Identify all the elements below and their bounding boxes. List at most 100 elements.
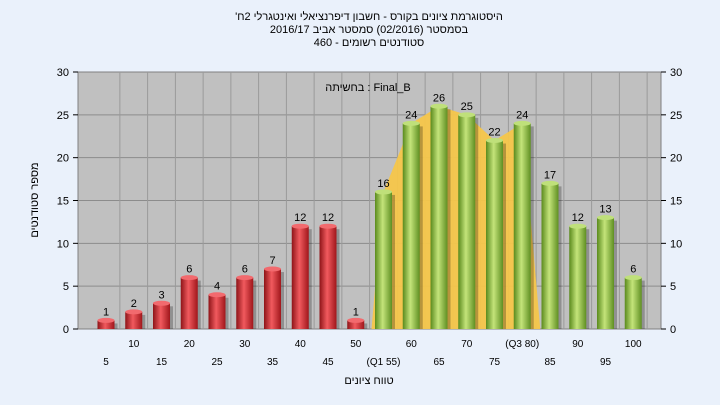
value-label-11: 24	[405, 109, 417, 121]
bar-14	[486, 138, 506, 329]
y-tick-left-10: 10	[57, 238, 69, 250]
bar-9	[347, 317, 368, 329]
x-tick-label-17: 90	[572, 339, 584, 350]
value-label-10: 16	[377, 178, 389, 190]
value-label-2: 3	[158, 289, 164, 301]
y-tick-left-30: 30	[57, 67, 69, 79]
bar-7	[291, 223, 312, 329]
bar-body	[430, 106, 448, 330]
bar-body	[291, 226, 309, 329]
x-tick-label-1: 10	[128, 339, 140, 350]
y-tick-right-10: 10	[670, 238, 682, 250]
bar-body	[624, 277, 642, 329]
bar-6	[264, 266, 284, 329]
bar-body	[208, 294, 226, 329]
y-axis-left: 0 5 10 15 20 25 30	[57, 67, 78, 336]
bar-top	[375, 189, 392, 195]
value-label-0: 1	[103, 306, 109, 318]
bar-top	[430, 103, 448, 109]
x-tick-label-7: 40	[295, 339, 307, 350]
bar-2	[153, 300, 173, 329]
title-line-1: 'היסטוגרמת ציונים בקורס - חשבון דיפרנציא…	[235, 10, 503, 23]
bar-top	[208, 292, 226, 298]
y-tick-right-20: 20	[670, 153, 682, 165]
x-tick-label-14: 75	[489, 357, 501, 368]
x-tick-label-11: 60	[406, 339, 418, 350]
x-tick-label-18: 95	[600, 357, 612, 368]
bar-3	[180, 275, 201, 329]
bar-body	[513, 123, 531, 330]
bar-body	[236, 277, 254, 329]
bar-19	[624, 275, 645, 329]
value-label-13: 25	[461, 101, 473, 113]
bar-top	[597, 215, 614, 221]
bar-12	[430, 103, 451, 330]
value-label-17: 12	[572, 212, 584, 224]
bar-17	[569, 223, 590, 329]
bar-5	[236, 275, 257, 329]
bar-10	[375, 189, 395, 329]
bar-body	[458, 114, 476, 329]
value-label-9: 1	[353, 306, 359, 318]
y-axis-title: מספר סטודנטים	[29, 162, 41, 237]
bar-top	[291, 223, 309, 229]
y-tick-right-15: 15	[670, 196, 682, 208]
y-tick-left-25: 25	[57, 110, 69, 122]
bar-top	[513, 120, 531, 126]
bar-15	[513, 120, 534, 330]
bar-top	[402, 120, 420, 126]
bar-top	[486, 138, 503, 144]
x-tick-label-5: 30	[239, 339, 251, 350]
y-tick-left-15: 15	[57, 196, 69, 208]
chart-title: 'היסטוגרמת ציונים בקורס - חשבון דיפרנציא…	[235, 10, 503, 49]
bar-top	[319, 223, 337, 229]
bar-16	[541, 180, 562, 329]
bar-body	[402, 123, 420, 330]
bar-body	[486, 140, 503, 329]
bar-top	[264, 266, 281, 272]
x-tick-label-15: (Q3 80)	[505, 339, 539, 350]
y-tick-right-5: 5	[670, 281, 676, 293]
x-axis-title: טווח ציונים	[344, 375, 393, 387]
bar-top	[180, 275, 198, 281]
value-label-4: 4	[214, 281, 220, 293]
bar-top	[541, 180, 559, 186]
bar-1	[125, 309, 146, 329]
x-tick-label-2: 15	[156, 357, 168, 368]
value-label-18: 13	[599, 204, 611, 216]
chart-annotation: בחשיתה : Final_B	[325, 82, 411, 94]
title-line-2: בסמסטר (02/2016) סמסטר אביב 2016/17	[270, 24, 469, 36]
bar-top	[153, 300, 170, 306]
y-tick-right-25: 25	[670, 110, 682, 122]
bar-body	[97, 320, 115, 329]
bar-top	[97, 317, 115, 323]
bar-top	[624, 275, 642, 281]
x-tick-label-3: 20	[184, 339, 196, 350]
bar-18	[597, 215, 617, 329]
y-tick-right-0: 0	[670, 324, 676, 336]
bar-8	[319, 223, 340, 329]
bar-top	[347, 317, 365, 323]
value-label-7: 12	[294, 212, 306, 224]
value-label-14: 22	[488, 127, 500, 139]
bar-body	[375, 191, 392, 329]
bar-top	[458, 112, 476, 118]
bar-body	[597, 217, 614, 329]
value-label-12: 26	[433, 92, 445, 104]
bar-body	[319, 226, 337, 329]
x-tick-label-19: 100	[625, 339, 642, 350]
value-label-3: 6	[186, 264, 192, 276]
bar-4	[208, 292, 229, 329]
value-label-8: 12	[322, 212, 334, 224]
x-tick-label-6: 35	[267, 357, 279, 368]
y-tick-left-20: 20	[57, 153, 69, 165]
x-tick-label-16: 85	[544, 357, 556, 368]
x-axis: 5 10 15 20 25 30 35 40 45 50 (Q1 55) 60 65 70 75 (Q3 80…	[103, 339, 642, 368]
bar-body	[264, 269, 281, 329]
x-tick-label-9: 50	[350, 339, 362, 350]
value-label-19: 6	[630, 264, 636, 276]
bar-0	[97, 317, 118, 329]
y-tick-right-30: 30	[670, 67, 682, 79]
